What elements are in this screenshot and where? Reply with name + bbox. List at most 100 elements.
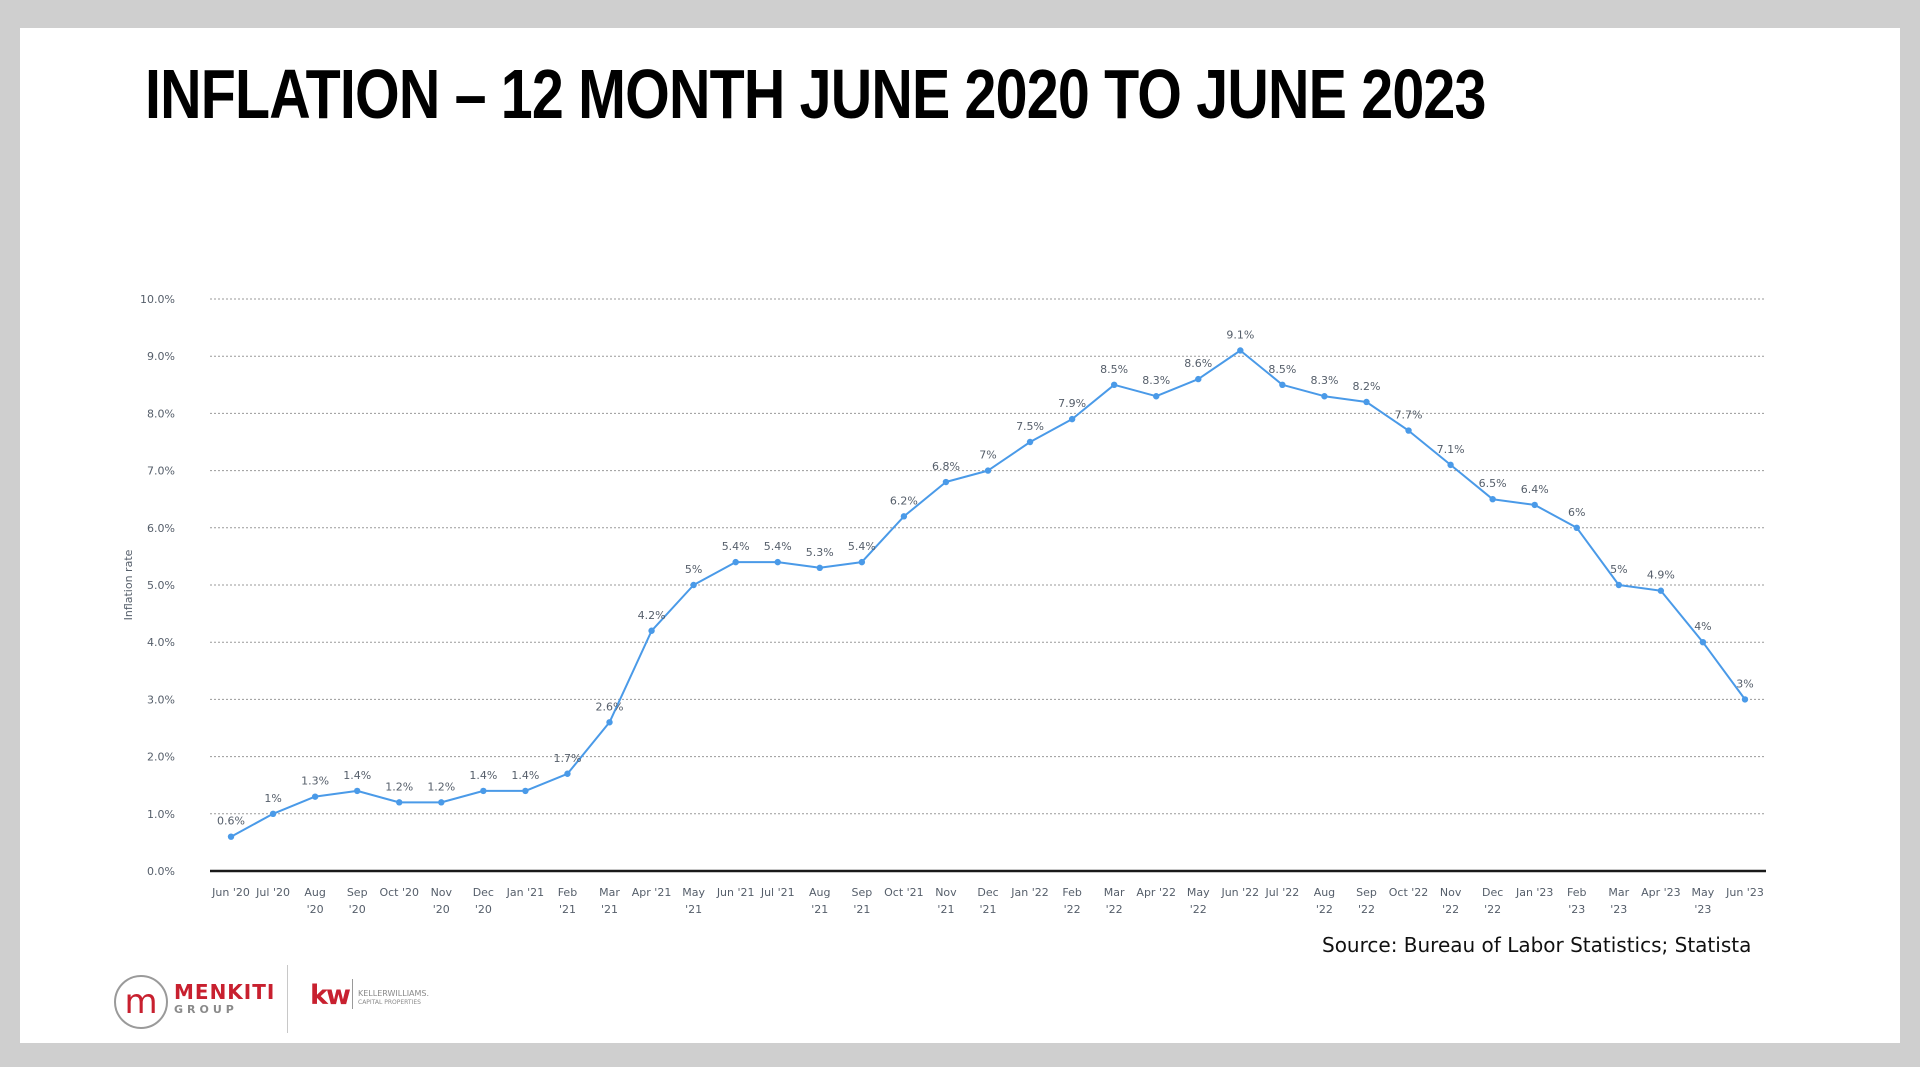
data-label: 6% bbox=[1568, 506, 1585, 519]
source-note: Source: Bureau of Labor Statistics; Stat… bbox=[1322, 933, 1752, 957]
data-point bbox=[353, 787, 361, 795]
x-tick-label: Dec bbox=[1482, 886, 1503, 899]
x-tick-label: '22 bbox=[1106, 903, 1123, 916]
x-tick-label: Oct '21 bbox=[884, 886, 924, 899]
x-tick-label: Mar bbox=[1608, 886, 1629, 899]
x-tick-label: Feb bbox=[1062, 886, 1081, 899]
data-point bbox=[942, 478, 950, 486]
slide-title: INFLATION – 12 MONTH JUNE 2020 TO JUNE 2… bbox=[145, 55, 1486, 133]
x-tick-label: Jul '20 bbox=[255, 886, 290, 899]
data-label: 8.5% bbox=[1100, 363, 1128, 376]
data-point bbox=[564, 770, 571, 777]
logo-divider bbox=[287, 965, 288, 1033]
data-label: 4% bbox=[1694, 620, 1711, 633]
x-tick-label: Nov bbox=[431, 886, 453, 899]
data-label: 1.3% bbox=[301, 775, 329, 788]
menkiti-brand-name: MENKITI bbox=[174, 980, 276, 1004]
series-line bbox=[230, 349, 1746, 838]
x-tick-label: '21 bbox=[811, 903, 828, 916]
data-point bbox=[1615, 581, 1623, 589]
data-point bbox=[1699, 639, 1707, 646]
x-tick-label: Oct '20 bbox=[379, 886, 419, 899]
data-label: 9.1% bbox=[1226, 328, 1254, 341]
data-label: 6.2% bbox=[890, 494, 918, 507]
y-tick-label: 5.0% bbox=[147, 579, 175, 592]
data-label: 5% bbox=[685, 563, 702, 576]
y-tick-label: 8.0% bbox=[147, 407, 175, 420]
footer-logos: m MENKITI GROUP kw KELLERWILLIAMS. CAPIT… bbox=[90, 963, 490, 1043]
x-tick-label: Nov bbox=[935, 886, 957, 899]
data-label: 7.5% bbox=[1016, 420, 1044, 433]
data-point bbox=[1321, 393, 1328, 400]
x-tick-label: Jan '23 bbox=[1515, 886, 1553, 899]
data-point bbox=[396, 799, 403, 806]
data-point bbox=[1489, 496, 1496, 503]
data-label: 5% bbox=[1610, 563, 1627, 576]
y-tick-label: 3.0% bbox=[147, 693, 175, 706]
x-tick-label: '20 bbox=[307, 903, 324, 916]
x-tick-label: Sep bbox=[1356, 886, 1377, 899]
data-label: 8.6% bbox=[1184, 357, 1212, 370]
data-point bbox=[606, 719, 613, 726]
x-tick-label: '21 bbox=[685, 903, 702, 916]
data-label: 5.4% bbox=[764, 540, 792, 553]
data-point bbox=[984, 467, 992, 474]
x-tick-label: '21 bbox=[559, 903, 576, 916]
x-tick-label: Jul '21 bbox=[760, 886, 795, 899]
x-tick-label: Jan '21 bbox=[506, 886, 544, 899]
x-tick-label: Jul '22 bbox=[1264, 886, 1299, 899]
x-tick-label: Dec bbox=[977, 886, 998, 899]
x-tick-label: Oct '22 bbox=[1389, 886, 1429, 899]
data-point bbox=[900, 513, 908, 520]
x-tick-label: Mar bbox=[599, 886, 620, 899]
data-label: 6.4% bbox=[1521, 483, 1549, 496]
x-tick-label: Aug bbox=[809, 886, 830, 899]
data-point bbox=[690, 581, 697, 589]
data-point bbox=[858, 558, 866, 566]
data-point bbox=[648, 627, 655, 634]
x-tick-label: '22 bbox=[1190, 903, 1207, 916]
data-point bbox=[816, 564, 823, 572]
data-label: 7.1% bbox=[1437, 443, 1465, 456]
data-label: 2.6% bbox=[596, 700, 624, 713]
data-label: 1.2% bbox=[427, 780, 455, 793]
data-label: 6.5% bbox=[1479, 477, 1507, 490]
y-tick-label: 1.0% bbox=[147, 808, 175, 821]
x-tick-label: Jun '22 bbox=[1220, 886, 1259, 899]
x-tick-label: Apr '22 bbox=[1136, 886, 1176, 899]
x-tick-label: '20 bbox=[433, 903, 450, 916]
kw-brand-sub: CAPITAL PROPERTIES bbox=[358, 999, 421, 1006]
data-label: 4.9% bbox=[1647, 569, 1675, 582]
x-tick-label: Aug bbox=[304, 886, 325, 899]
data-point bbox=[1531, 501, 1538, 509]
data-label: 3% bbox=[1736, 677, 1753, 690]
y-tick-label: 10.0% bbox=[140, 293, 175, 306]
data-label: 7.9% bbox=[1058, 397, 1086, 410]
data-point bbox=[1026, 438, 1034, 446]
x-tick-label: '22 bbox=[1064, 903, 1081, 916]
data-label: 1.4% bbox=[343, 769, 371, 782]
data-point bbox=[1110, 381, 1118, 388]
x-tick-label: May bbox=[682, 886, 705, 899]
x-tick-label: Jun '21 bbox=[716, 886, 755, 899]
inflation-line-chart: 0.0% 1.0% 2.0% 3.0% 4.0% 5.0% 6.0% 7.0% 8.0% 9.0%… bbox=[122, 293, 1766, 916]
x-tick-label: Jun '23 bbox=[1725, 886, 1764, 899]
x-tick-label: '23 bbox=[1568, 903, 1585, 916]
x-tick-label: Apr '23 bbox=[1641, 886, 1681, 899]
data-point bbox=[732, 558, 739, 566]
data-label: 0.6% bbox=[217, 815, 245, 828]
data-label: 5.4% bbox=[722, 540, 750, 553]
data-point bbox=[311, 793, 319, 800]
x-tick-label: '22 bbox=[1358, 903, 1375, 916]
x-tick-label: '22 bbox=[1316, 903, 1333, 916]
x-tick-label: Nov bbox=[1440, 886, 1462, 899]
data-label: 8.5% bbox=[1268, 363, 1296, 376]
data-label: 1.4% bbox=[469, 769, 497, 782]
x-tick-label: May bbox=[1692, 886, 1715, 899]
y-tick-label: 6.0% bbox=[147, 522, 175, 535]
data-point bbox=[1363, 398, 1370, 406]
x-tick-label: May bbox=[1187, 886, 1210, 899]
data-point bbox=[1279, 381, 1286, 388]
data-point bbox=[438, 799, 445, 806]
data-point bbox=[480, 787, 487, 795]
